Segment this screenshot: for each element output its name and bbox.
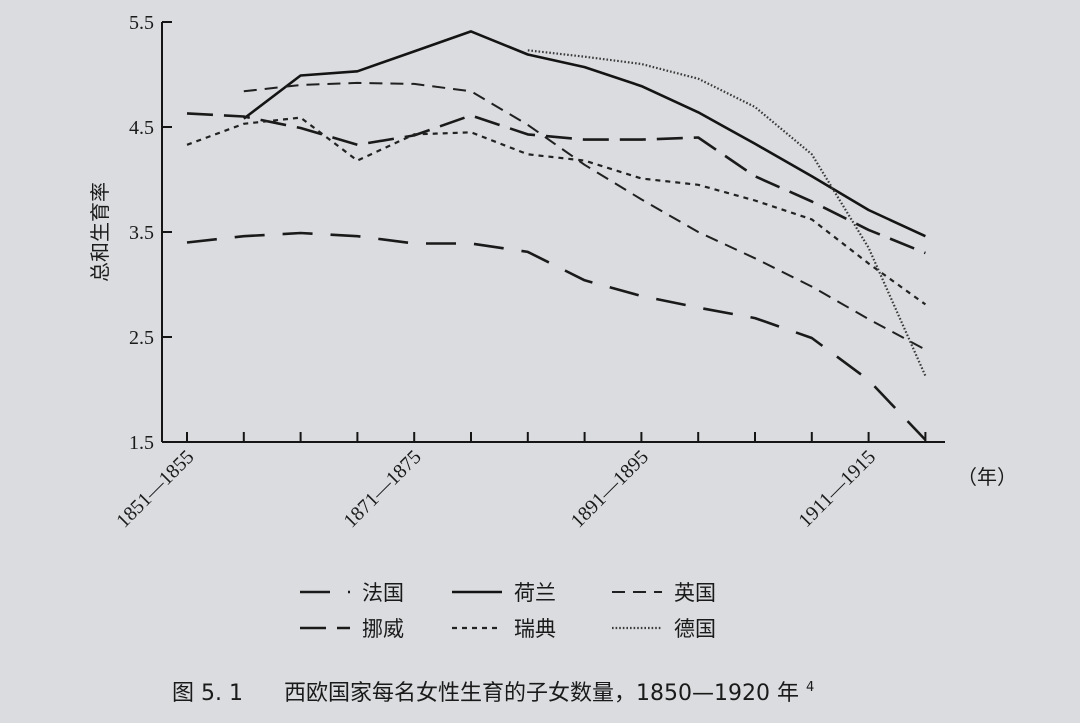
- y-ticks: 1.5 2.5 3.5 4.5 5.5: [129, 12, 172, 454]
- y-tick-label: 3.5: [129, 222, 154, 244]
- x-tick-label: 1871—1875: [339, 446, 425, 532]
- series-line-4: [186, 112, 926, 255]
- y-tick-label: 2.5: [129, 327, 154, 349]
- series-lines: [186, 30, 927, 441]
- figure-caption: 图 5. 1 西欧国家每名女性生育的子女数量，1850—1920 年 4: [172, 680, 814, 706]
- y-tick-label: 5.5: [129, 12, 154, 34]
- series-line-1: [186, 231, 927, 441]
- series-line-5: [186, 116, 927, 306]
- x-axis-unit-label: （年）: [957, 465, 1017, 489]
- legend-label: 挪威: [362, 617, 404, 641]
- x-ticks: 1851—1855 1871—1875 1891—1895 1911—1915: [112, 432, 927, 532]
- series-line-3: [243, 81, 926, 351]
- caption-text: 西欧国家每名女性生育的子女数量，1850—1920 年: [284, 681, 799, 706]
- legend-label: 法国: [362, 581, 404, 605]
- caption-label: 图 5. 1: [172, 681, 243, 706]
- x-tick-label: 1851—1855: [112, 446, 198, 532]
- series-line-6: [527, 49, 927, 377]
- legend-label: 瑞典: [514, 617, 556, 641]
- y-axis-label: 总和生育率: [88, 182, 112, 282]
- series-line-2: [243, 30, 926, 238]
- caption-footnote: 4: [806, 680, 814, 695]
- y-tick-label: 4.5: [129, 117, 154, 139]
- legend-label: 德国: [674, 617, 716, 641]
- x-tick-label: 1891—1895: [567, 446, 653, 532]
- y-tick-label: 1.5: [129, 432, 154, 454]
- legend-label: 英国: [674, 581, 716, 605]
- legend-label: 荷兰: [514, 581, 556, 605]
- x-tick-label: 1911—1915: [794, 446, 880, 532]
